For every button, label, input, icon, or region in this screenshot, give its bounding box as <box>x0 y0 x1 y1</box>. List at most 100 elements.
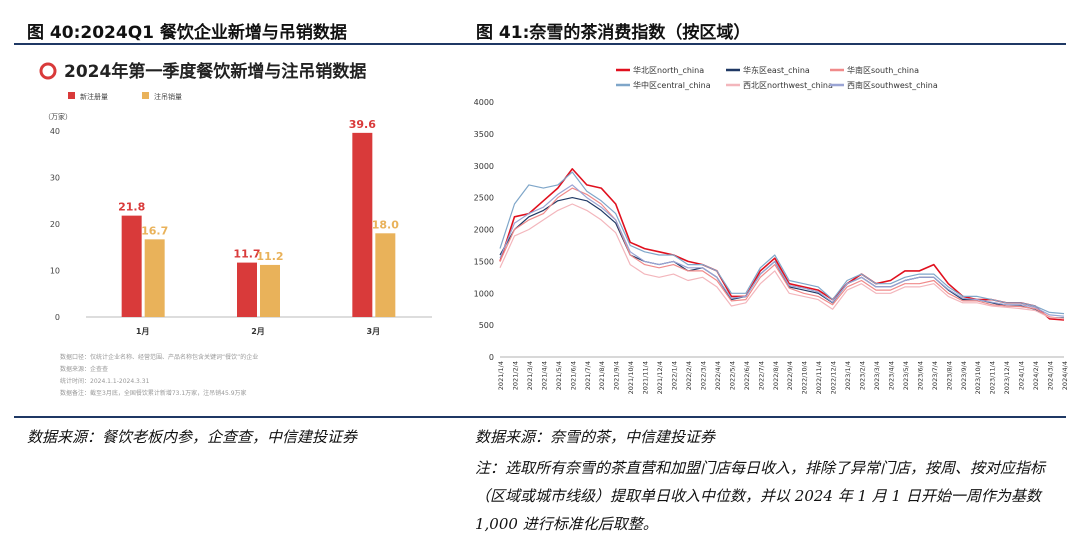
x-tick-label: 2024/4/4 <box>1061 361 1068 390</box>
series-line-northwest_china <box>499 203 1065 320</box>
bar-cancel <box>144 239 165 317</box>
x-tick-label: 2023/11/4 <box>989 361 997 394</box>
x-category-label: 3月 <box>367 327 381 336</box>
y-tick-label: 0 <box>55 313 60 322</box>
bar-value-label: 11.2 <box>256 250 283 263</box>
x-category-label: 1月 <box>136 327 150 336</box>
legend-label: 华中区central_china <box>633 80 711 90</box>
y-tick-label: 10 <box>50 267 60 276</box>
x-tick-label: 2024/2/4 <box>1032 361 1040 390</box>
series-line-southwest_china <box>499 184 1065 317</box>
bar-value-label: 21.8 <box>118 201 145 214</box>
y-tick-label: 1000 <box>474 289 494 298</box>
x-tick-label: 2021/6/4 <box>569 361 577 390</box>
y-tick-label: 500 <box>479 321 494 330</box>
x-tick-label: 2023/3/4 <box>873 361 881 390</box>
x-tick-label: 2022/6/4 <box>743 361 751 390</box>
y-tick-label: 20 <box>50 220 60 229</box>
y-tick-label: 4000 <box>474 98 494 107</box>
x-tick-label: 2023/10/4 <box>974 361 982 394</box>
x-tick-label: 2021/3/4 <box>526 361 534 390</box>
y-tick-label: 30 <box>50 174 60 183</box>
x-tick-label: 2023/6/4 <box>916 361 924 390</box>
figure-40-panel: 2024年第一季度餐饮新增与注吊销数据 新注册量 注吊销量 （万家） 0 10 20… <box>24 47 444 415</box>
bar-cancel <box>260 264 280 317</box>
series-line-north_china <box>499 168 1065 321</box>
legend-label-new: 新注册量 <box>80 92 108 101</box>
legend-swatch-cancel <box>142 92 149 99</box>
bar-value-label: 11.7 <box>233 248 260 261</box>
x-tick-label: 2021/2/4 <box>511 361 519 390</box>
y-tick-label: 1500 <box>474 257 494 266</box>
bottom-rule <box>14 416 1066 418</box>
x-tick-label: 2023/8/4 <box>945 361 953 390</box>
x-tick-label: 2021/10/4 <box>627 361 635 394</box>
legend-swatch-new <box>68 92 75 99</box>
x-tick-label: 2022/4/4 <box>714 361 722 390</box>
series-line-south_china <box>499 187 1065 320</box>
x-tick-label: 2021/12/4 <box>656 361 664 394</box>
x-tick-label: 2022/3/4 <box>699 361 707 390</box>
x-tick-label: 2022/7/4 <box>757 361 765 390</box>
x-tick-label: 2023/12/4 <box>1003 361 1011 394</box>
bar-chart: 2024年第一季度餐饮新增与注吊销数据 新注册量 注吊销量 （万家） 0 10 20… <box>39 61 432 397</box>
legend-label: 西南区southwest_china <box>847 80 938 90</box>
bar-value-label: 39.6 <box>349 118 376 131</box>
x-tick-label: 2023/7/4 <box>931 361 939 390</box>
x-tick-label: 2024/3/4 <box>1047 361 1055 390</box>
bar-value-label: 16.7 <box>141 224 168 237</box>
y-axis-unit: （万家） <box>44 112 72 121</box>
x-tick-label: 2022/9/4 <box>786 361 794 390</box>
legend-label: 华东区east_china <box>743 65 810 75</box>
x-tick-label: 2021/8/4 <box>598 361 606 390</box>
x-tick-label: 2023/2/4 <box>859 361 867 390</box>
title-ring-icon <box>39 62 57 80</box>
chart-title: 2024年第一季度餐饮新增与注吊销数据 <box>64 61 366 82</box>
x-category-label: 2月 <box>251 327 265 336</box>
x-tick-label: 2022/1/4 <box>671 361 679 390</box>
chart-footnote: 数据备注：截至3月底，全国餐饮累计新增73.1万家，注吊销45.9万家 <box>60 389 247 397</box>
chart-footnote: 数据口径：仅统计企业名称、经营范围、产品名称包含关键词“餐饮”的企业 <box>60 353 258 361</box>
x-tick-label: 2021/7/4 <box>584 361 592 390</box>
y-tick-label: 2500 <box>474 194 494 203</box>
x-tick-label: 2022/8/4 <box>772 361 780 390</box>
series-line-central_china <box>499 171 1065 315</box>
figure-41-note: 注：选取所有奈雪的茶直营和加盟门店每日收入，排除了异常门店，按周、按对应指标（区… <box>475 459 1046 533</box>
x-tick-label: 2021/4/4 <box>540 361 548 390</box>
chart-footnote: 统计时间：2024.1.1-2024.3.31 <box>60 377 150 385</box>
legend-label: 西北区northwest_china <box>743 81 833 90</box>
x-tick-label: 2023/1/4 <box>844 361 852 390</box>
y-tick-label: 40 <box>50 127 60 136</box>
chart-footnote: 数据来源：企查查 <box>60 365 108 373</box>
figure-41-panel: 华北区north_china 华东区east_china 华南区south_chin… <box>468 47 1069 415</box>
x-tick-label: 2023/5/4 <box>902 361 910 390</box>
figure-41-source: 数据来源：奈雪的茶，中信建投证券 <box>475 428 716 446</box>
bar-new <box>352 132 373 317</box>
legend-label: 华北区north_china <box>633 65 704 75</box>
figure-40-title: 图 40:2024Q1 餐饮企业新增与吊销数据 <box>27 23 347 43</box>
bar-value-label: 18.0 <box>372 218 399 231</box>
x-tick-label: 2021/9/4 <box>613 361 621 390</box>
legend-label-cancel: 注吊销量 <box>154 92 182 101</box>
x-tick-label: 2022/2/4 <box>685 361 693 390</box>
line-chart: 华北区north_china 华东区east_china 华南区south_chin… <box>474 65 1069 394</box>
x-tick-label: 2023/9/4 <box>960 361 968 390</box>
x-tick-label: 2022/12/4 <box>830 361 838 394</box>
top-rule <box>14 43 1066 45</box>
x-tick-label: 2023/4/4 <box>887 361 895 390</box>
x-tick-label: 2021/1/4 <box>497 361 505 390</box>
x-tick-label: 2022/11/4 <box>815 361 823 394</box>
y-tick-label: 3000 <box>474 162 494 171</box>
x-tick-label: 2021/11/4 <box>642 361 650 394</box>
x-tick-label: 2022/5/4 <box>728 361 736 390</box>
y-tick-label: 0 <box>489 353 494 362</box>
y-tick-label: 2000 <box>474 226 494 235</box>
x-tick-label: 2021/5/4 <box>555 361 563 390</box>
x-tick-label: 2022/10/4 <box>801 361 809 394</box>
y-tick-label: 3500 <box>474 130 494 139</box>
bar-cancel <box>375 233 396 317</box>
bar-new <box>237 262 257 317</box>
bar-new <box>121 215 142 317</box>
figure-41-title: 图 41:奈雪的茶消费指数（按区域） <box>476 23 751 43</box>
legend-label: 华南区south_china <box>847 65 919 75</box>
